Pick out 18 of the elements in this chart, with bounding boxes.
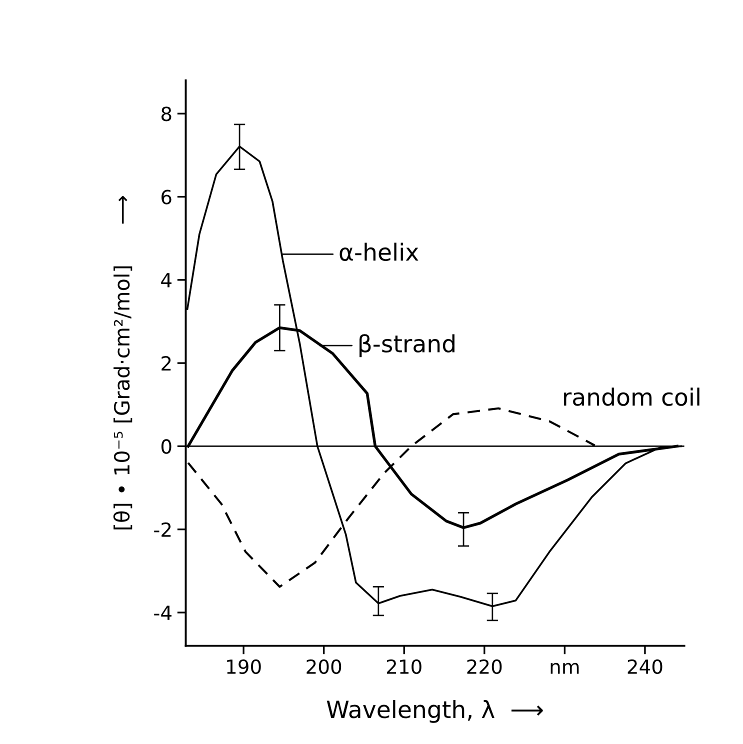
- y-axis-title: [θ] • 10⁻⁵ [Grad·cm²/mol] ⟶: [113, 196, 132, 530]
- y-tick-label: -4: [154, 606, 172, 620]
- x-tick-label: 240: [628, 659, 662, 674]
- y-tick-label: 6: [162, 190, 172, 204]
- x-axis-title: Wavelength, λ ⟶: [326, 700, 543, 723]
- y-tick-label: 4: [161, 273, 172, 288]
- y-tick-label: -2: [154, 522, 171, 537]
- x-tick-label: 220: [467, 659, 502, 674]
- x-tick-label: nm: [550, 662, 579, 674]
- y-tick-label: 0: [161, 439, 172, 454]
- annotation: random coil: [564, 388, 700, 406]
- x-tick-label: 190: [227, 659, 261, 674]
- annotation: β-strand: [360, 334, 454, 358]
- x-tick-label: 210: [386, 659, 422, 674]
- y-tick-label: 8: [162, 106, 172, 122]
- x-tick-label: 200: [306, 659, 342, 674]
- y-tick-label: 2: [162, 356, 171, 370]
- annotation: α-helix: [340, 242, 418, 261]
